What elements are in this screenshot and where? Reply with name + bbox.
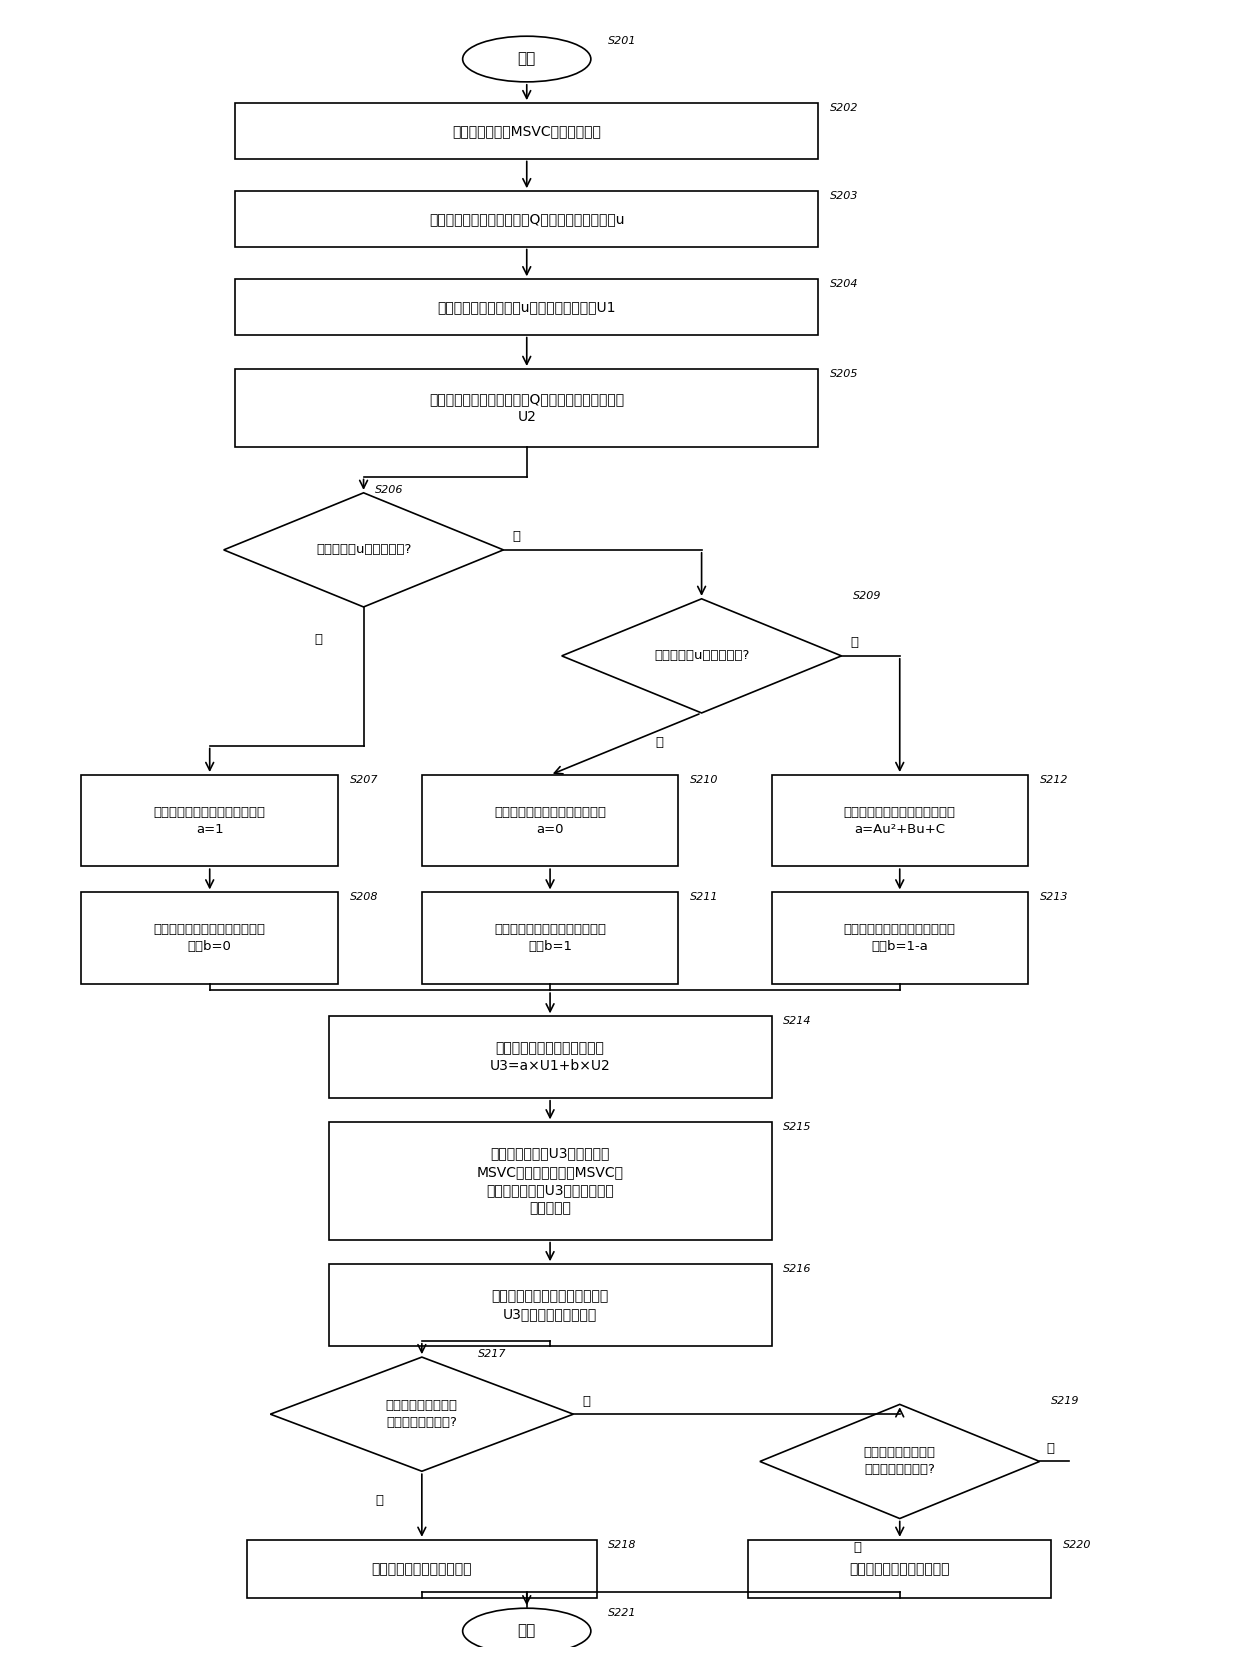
Text: S202: S202 bbox=[830, 103, 858, 113]
FancyBboxPatch shape bbox=[329, 1122, 771, 1240]
Text: 判断支路末端的当前
电压值是否超下限?: 判断支路末端的当前 电压值是否超下限? bbox=[864, 1446, 936, 1476]
Text: 否: 否 bbox=[1047, 1443, 1054, 1454]
Text: S206: S206 bbox=[376, 484, 404, 494]
Text: 有载调压器向上调节分接头: 有载调压器向上调节分接头 bbox=[849, 1562, 950, 1576]
Text: S216: S216 bbox=[784, 1265, 812, 1275]
Text: 判断电压值u是否超上限?: 判断电压值u是否超上限? bbox=[653, 649, 749, 662]
Text: 获取支路首端的无功功率值Q和支路末端的电压值u: 获取支路首端的无功功率值Q和支路末端的电压值u bbox=[429, 211, 625, 226]
Text: S215: S215 bbox=[784, 1122, 812, 1132]
Text: 有载调压器向下调节分接头: 有载调压器向下调节分接头 bbox=[372, 1562, 472, 1576]
Polygon shape bbox=[760, 1404, 1039, 1519]
Polygon shape bbox=[223, 493, 503, 607]
Text: 加权求和后得到复合控制信号
U3=a×U1+b×U2: 加权求和后得到复合控制信号 U3=a×U1+b×U2 bbox=[490, 1042, 610, 1073]
Text: 否: 否 bbox=[513, 531, 521, 544]
Text: 设定功率因数控制信号的加权系
数为b=1: 设定功率因数控制信号的加权系 数为b=1 bbox=[494, 924, 606, 953]
FancyBboxPatch shape bbox=[247, 1539, 596, 1599]
Text: S207: S207 bbox=[350, 775, 378, 785]
Text: 是: 是 bbox=[655, 735, 663, 749]
Text: 否: 否 bbox=[583, 1394, 590, 1408]
Text: 判断支路末端的当前
电压值是否超上限?: 判断支路末端的当前 电压值是否超上限? bbox=[386, 1399, 458, 1429]
Text: 结束: 结束 bbox=[517, 1624, 536, 1639]
Text: S213: S213 bbox=[1039, 892, 1068, 902]
Text: 将复合控制信号U3分别输出至
MSVC和有载调压器，MSVC根
据复合控制信号U3调节支路电压
和功率因数: 将复合控制信号U3分别输出至 MSVC和有载调压器，MSVC根 据复合控制信号U… bbox=[476, 1146, 624, 1216]
FancyBboxPatch shape bbox=[748, 1539, 1052, 1599]
Text: 是: 是 bbox=[376, 1494, 383, 1508]
Text: S210: S210 bbox=[689, 775, 718, 785]
Text: 根据支路首端的无功功率值Q确定功率因数控制信号
U2: 根据支路首端的无功功率值Q确定功率因数控制信号 U2 bbox=[429, 391, 624, 424]
FancyBboxPatch shape bbox=[82, 892, 339, 983]
Text: 是: 是 bbox=[853, 1541, 861, 1554]
Ellipse shape bbox=[463, 37, 590, 82]
Polygon shape bbox=[270, 1358, 573, 1471]
Text: S208: S208 bbox=[350, 892, 378, 902]
Text: 根据支路末端的电压值u确定电压控制信号U1: 根据支路末端的电压值u确定电压控制信号U1 bbox=[438, 300, 616, 314]
Ellipse shape bbox=[463, 1607, 590, 1654]
Text: S221: S221 bbox=[609, 1607, 637, 1617]
FancyBboxPatch shape bbox=[422, 775, 678, 867]
FancyBboxPatch shape bbox=[329, 1265, 771, 1346]
FancyBboxPatch shape bbox=[771, 775, 1028, 867]
Text: S220: S220 bbox=[1063, 1539, 1091, 1549]
Polygon shape bbox=[562, 599, 842, 712]
FancyBboxPatch shape bbox=[771, 892, 1028, 983]
Text: 否: 否 bbox=[851, 636, 859, 649]
FancyBboxPatch shape bbox=[236, 280, 818, 334]
Text: 设定电压控制信号的加权系数为
a=1: 设定电压控制信号的加权系数为 a=1 bbox=[154, 805, 265, 835]
Text: S218: S218 bbox=[609, 1539, 637, 1549]
Text: 设定功率因数控制信号的加权系
数为b=1-a: 设定功率因数控制信号的加权系 数为b=1-a bbox=[843, 924, 956, 953]
Text: S204: S204 bbox=[830, 280, 858, 290]
Text: 配电网支路接入MSVC和有载调压器: 配电网支路接入MSVC和有载调压器 bbox=[453, 123, 601, 138]
FancyBboxPatch shape bbox=[236, 369, 818, 448]
Text: S211: S211 bbox=[689, 892, 718, 902]
Text: 开始: 开始 bbox=[517, 52, 536, 67]
FancyBboxPatch shape bbox=[236, 191, 818, 246]
FancyBboxPatch shape bbox=[236, 103, 818, 158]
FancyBboxPatch shape bbox=[82, 775, 339, 867]
FancyBboxPatch shape bbox=[422, 892, 678, 983]
Text: S217: S217 bbox=[477, 1350, 506, 1359]
Text: 设定电压控制信号的加权系数为
a=0: 设定电压控制信号的加权系数为 a=0 bbox=[494, 805, 606, 835]
Text: S212: S212 bbox=[1039, 775, 1068, 785]
Text: 是: 是 bbox=[315, 632, 322, 646]
Text: S203: S203 bbox=[830, 191, 858, 201]
FancyBboxPatch shape bbox=[329, 1017, 771, 1098]
Text: S201: S201 bbox=[609, 37, 637, 47]
Text: 判断电压值u是否超下限?: 判断电压值u是否超下限? bbox=[316, 544, 412, 556]
Text: S219: S219 bbox=[1052, 1396, 1080, 1406]
Text: S205: S205 bbox=[830, 369, 858, 379]
Text: 有载调压器接收到复合控制信号
U3时起计时预设时间段: 有载调压器接收到复合控制信号 U3时起计时预设时间段 bbox=[491, 1288, 609, 1321]
Text: 设定电压控制信号的加权系数为
a=Au²+Bu+C: 设定电压控制信号的加权系数为 a=Au²+Bu+C bbox=[843, 805, 956, 835]
Text: 设定功率因数控制信号的加权系
数为b=0: 设定功率因数控制信号的加权系 数为b=0 bbox=[154, 924, 265, 953]
Text: S214: S214 bbox=[784, 1017, 812, 1027]
Text: S209: S209 bbox=[853, 591, 882, 601]
